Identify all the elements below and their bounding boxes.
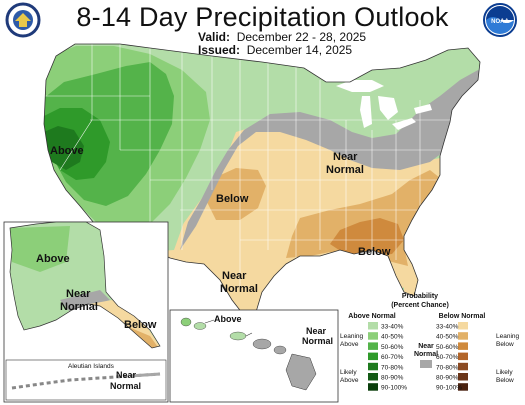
near-normal-band — [180, 70, 480, 250]
legend-below-swatch-6 — [458, 383, 468, 391]
legend-above-range-3: 60-70% — [381, 354, 404, 361]
legend-above-range-0: 33-40% — [381, 324, 404, 331]
label-alaska-above: Above — [36, 253, 70, 265]
legend-below-range-3: 60-70% — [436, 354, 459, 361]
valid-label: Valid: — [198, 30, 231, 44]
label-below-southeast: Below — [358, 246, 391, 258]
label-near-normal-tx-2: Normal — [220, 283, 258, 295]
legend-above-range-2: 50-60% — [381, 344, 404, 351]
legend-below-range-6: 90-100% — [436, 385, 462, 392]
legend-above-range-6: 90-100% — [381, 385, 407, 392]
issued-line: Issued: December 14, 2025 — [198, 43, 352, 57]
label-below-plains: Below — [216, 193, 249, 205]
label-near-normal-ne-2: Normal — [326, 164, 364, 176]
legend-above-swatch-4 — [368, 362, 378, 371]
label-hawaii-above: Above — [214, 314, 242, 324]
legend-above-header: Above Normal — [348, 313, 396, 320]
legend-title-2: (Percent Chance) — [391, 302, 449, 309]
page-title: 8-14 Day Precipitation Outlook — [76, 2, 449, 32]
legend-below-swatch-0 — [458, 322, 468, 330]
lake-superior — [336, 80, 384, 92]
legend-rows: 33-40% 33-40% 40-50% 40-50% 50-60% 50-60% 60-7… — [368, 322, 468, 392]
legend-likely-below-1: Likely — [496, 369, 513, 376]
lake-huron — [378, 96, 398, 120]
legend-below-range-4: 70-80% — [436, 364, 459, 371]
legend-below-swatch-2 — [458, 342, 468, 350]
legend-near-swatch — [420, 360, 432, 368]
valid-dates: December 22 - 28, 2025 — [236, 30, 367, 44]
above-west-70-80 — [44, 126, 84, 170]
legend-below-range-5: 80-90% — [436, 375, 459, 382]
legend-above-swatch-2 — [368, 342, 378, 350]
legend-likely-above-1: Likely — [340, 369, 357, 376]
alaska-near-normal — [60, 290, 110, 312]
legend-leaning-below-1: Leaning — [496, 333, 520, 340]
legend-above-swatch-5 — [368, 373, 378, 381]
label-hawaii-near-1: Near — [306, 326, 327, 336]
legend-likely-below-2: Below — [496, 377, 514, 384]
legend-below-swatch-1 — [458, 332, 468, 340]
legend: Probability (Percent Chance) Above Norma… — [340, 293, 520, 392]
legend-above-range-1: 40-50% — [381, 334, 404, 341]
label-alaska-below: Below — [124, 319, 157, 331]
legend-below-swatch-3 — [458, 352, 468, 361]
issued-date: December 14, 2025 — [246, 43, 353, 57]
label-alaska-near-2: Normal — [60, 301, 98, 313]
label-aleutian: Aleutian Islands — [68, 363, 115, 370]
legend-above-swatch-6 — [368, 383, 378, 391]
lake-ontario — [414, 104, 432, 114]
legend-below-range-2: 50-60% — [436, 344, 459, 351]
label-hawaii-near-2: Normal — [302, 336, 333, 346]
legend-above-swatch-0 — [368, 322, 378, 330]
legend-below-swatch-5 — [458, 373, 468, 381]
florida-tip — [404, 264, 418, 296]
legend-below-swatch-4 — [458, 362, 468, 371]
legend-title-1: Probability — [402, 293, 438, 300]
conus-map: Above Below Below Near Normal Near Norma… — [43, 43, 481, 319]
noaa-logo-text: NOAA — [491, 19, 509, 25]
label-near-normal-tx-1: Near — [222, 270, 247, 282]
below-southeast-50-60 — [330, 218, 404, 256]
alaska-below-40-50 — [126, 326, 160, 348]
legend-below-range-1: 40-50% — [436, 334, 459, 341]
label-alaska-near-1: Near — [66, 288, 91, 300]
noaa-logo: NOAA — [483, 3, 517, 37]
above-midwest-33-40 — [300, 58, 458, 130]
legend-above-swatch-3 — [368, 352, 378, 361]
legend-above-swatch-1 — [368, 332, 378, 340]
hawaii-inset: Above Near Normal — [169, 309, 339, 403]
label-aleutian-near-2: Normal — [110, 381, 141, 391]
legend-leaning-below-2: Below — [496, 341, 514, 348]
alaska-inset: Above Near Normal Below Aleutian Islands… — [3, 221, 169, 403]
legend-leaning-above-2: Above — [340, 341, 359, 348]
state-borders — [44, 44, 480, 290]
legend-below-range-0: 33-40% — [436, 324, 459, 331]
label-near-normal-ne-1: Near — [333, 151, 358, 163]
legend-leaning-above-1: Leaning — [340, 333, 364, 340]
lake-erie — [392, 118, 416, 130]
alaska-above-40-50 — [10, 226, 70, 272]
legend-above-range-4: 70-80% — [381, 364, 404, 371]
below-region-40-50 — [204, 168, 266, 220]
legend-near-header-1: Near — [418, 343, 434, 350]
legend-below-header: Below Normal — [439, 313, 486, 320]
label-above-west: Above — [50, 145, 84, 157]
doc-seal-logo — [5, 2, 41, 38]
valid-line: Valid: December 22 - 28, 2025 — [198, 30, 366, 44]
legend-above-range-5: 80-90% — [381, 375, 404, 382]
label-aleutian-near-1: Near — [116, 370, 137, 380]
legend-likely-above-2: Above — [340, 377, 359, 384]
legend-near-header-2: Normal — [414, 351, 438, 358]
issued-label: Issued: — [198, 43, 241, 57]
